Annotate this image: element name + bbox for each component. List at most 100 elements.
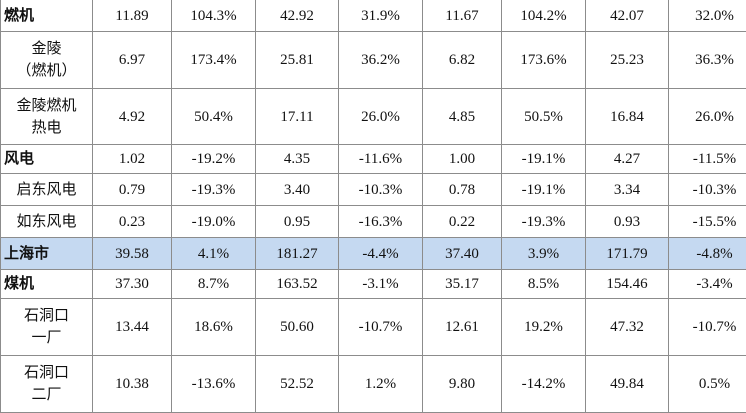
value-cell: 31.9% [339,0,423,32]
value-cell: 104.3% [172,0,256,32]
value-cell: 37.30 [93,270,172,299]
value-cell: 26.0% [339,89,423,145]
value-cell: 4.1% [172,238,256,270]
value-cell: -16.3% [339,206,423,238]
value-cell: 0.78 [423,174,502,206]
value-cell: 35.17 [423,270,502,299]
row-label-cell: 风电 [1,145,93,174]
value-cell: 0.93 [586,206,669,238]
value-cell: 17.11 [256,89,339,145]
row-label-line: 风电 [4,148,92,170]
value-cell: 26.0% [669,89,746,145]
value-cell: 25.81 [256,32,339,89]
value-cell: 11.67 [423,0,502,32]
value-cell: 181.27 [256,238,339,270]
row-label-line: 燃机 [4,5,92,27]
value-cell: 13.44 [93,299,172,356]
value-cell: 0.22 [423,206,502,238]
value-cell: 50.5% [502,89,586,145]
value-cell: 1.02 [93,145,172,174]
value-cell: -10.3% [669,174,746,206]
value-cell: 42.92 [256,0,339,32]
row-label-cell: 启东风电 [1,174,93,206]
value-cell: 11.89 [93,0,172,32]
value-cell: 3.9% [502,238,586,270]
value-cell: -10.7% [339,299,423,356]
value-cell: 4.85 [423,89,502,145]
value-cell: 1.00 [423,145,502,174]
value-cell: -19.1% [502,145,586,174]
row-label-cell: 金陵（燃机） [1,32,93,89]
value-cell: 9.80 [423,356,502,413]
row-label-cell: 石洞口二厂 [1,356,93,413]
value-cell: 37.40 [423,238,502,270]
value-cell: 0.23 [93,206,172,238]
row-label-line: 二厂 [1,384,92,406]
row-label-line: 启东风电 [1,179,92,201]
value-cell: 154.46 [586,270,669,299]
value-cell: 36.2% [339,32,423,89]
value-cell: 104.2% [502,0,586,32]
value-cell: 8.7% [172,270,256,299]
value-cell: 25.23 [586,32,669,89]
value-cell: 49.84 [586,356,669,413]
value-cell: 12.61 [423,299,502,356]
value-cell: 10.38 [93,356,172,413]
value-cell: 36.3% [669,32,746,89]
value-cell: 42.07 [586,0,669,32]
row-label-line: 热电 [1,117,92,139]
value-cell: 0.95 [256,206,339,238]
value-cell: -19.3% [172,174,256,206]
value-cell: 4.27 [586,145,669,174]
value-cell: 47.32 [586,299,669,356]
value-cell: 4.92 [93,89,172,145]
row-label-line: 上海市 [4,243,92,265]
value-cell: -19.1% [502,174,586,206]
row-label-line: 一厂 [1,327,92,349]
value-cell: -3.4% [669,270,746,299]
row-label-line: 石洞口 [1,305,92,327]
value-cell: -4.8% [669,238,746,270]
row-label-cell: 金陵燃机热电 [1,89,93,145]
row-label-cell: 石洞口一厂 [1,299,93,356]
value-cell: -19.0% [172,206,256,238]
value-cell: 3.34 [586,174,669,206]
row-label-cell: 上海市 [1,238,93,270]
value-cell: 173.4% [172,32,256,89]
value-cell: 16.84 [586,89,669,145]
row-label-cell: 煤机 [1,270,93,299]
row-label-line: （燃机） [1,60,92,82]
value-cell: -14.2% [502,356,586,413]
value-cell: -13.6% [172,356,256,413]
value-cell: 0.5% [669,356,746,413]
row-label-line: 金陵 [1,38,92,60]
value-cell: -3.1% [339,270,423,299]
value-cell: -11.5% [669,145,746,174]
value-cell: 39.58 [93,238,172,270]
row-label-line: 石洞口 [1,362,92,384]
row-label-cell: 如东风电 [1,206,93,238]
value-cell: -15.5% [669,206,746,238]
value-cell: -10.7% [669,299,746,356]
value-cell: 4.35 [256,145,339,174]
value-cell: 32.0% [669,0,746,32]
row-label-cell: 燃机 [1,0,93,32]
value-cell: 6.82 [423,32,502,89]
value-cell: 6.97 [93,32,172,89]
value-cell: 50.4% [172,89,256,145]
row-label-line: 金陵燃机 [1,95,92,117]
value-cell: 173.6% [502,32,586,89]
value-cell: 1.2% [339,356,423,413]
value-cell: 163.52 [256,270,339,299]
